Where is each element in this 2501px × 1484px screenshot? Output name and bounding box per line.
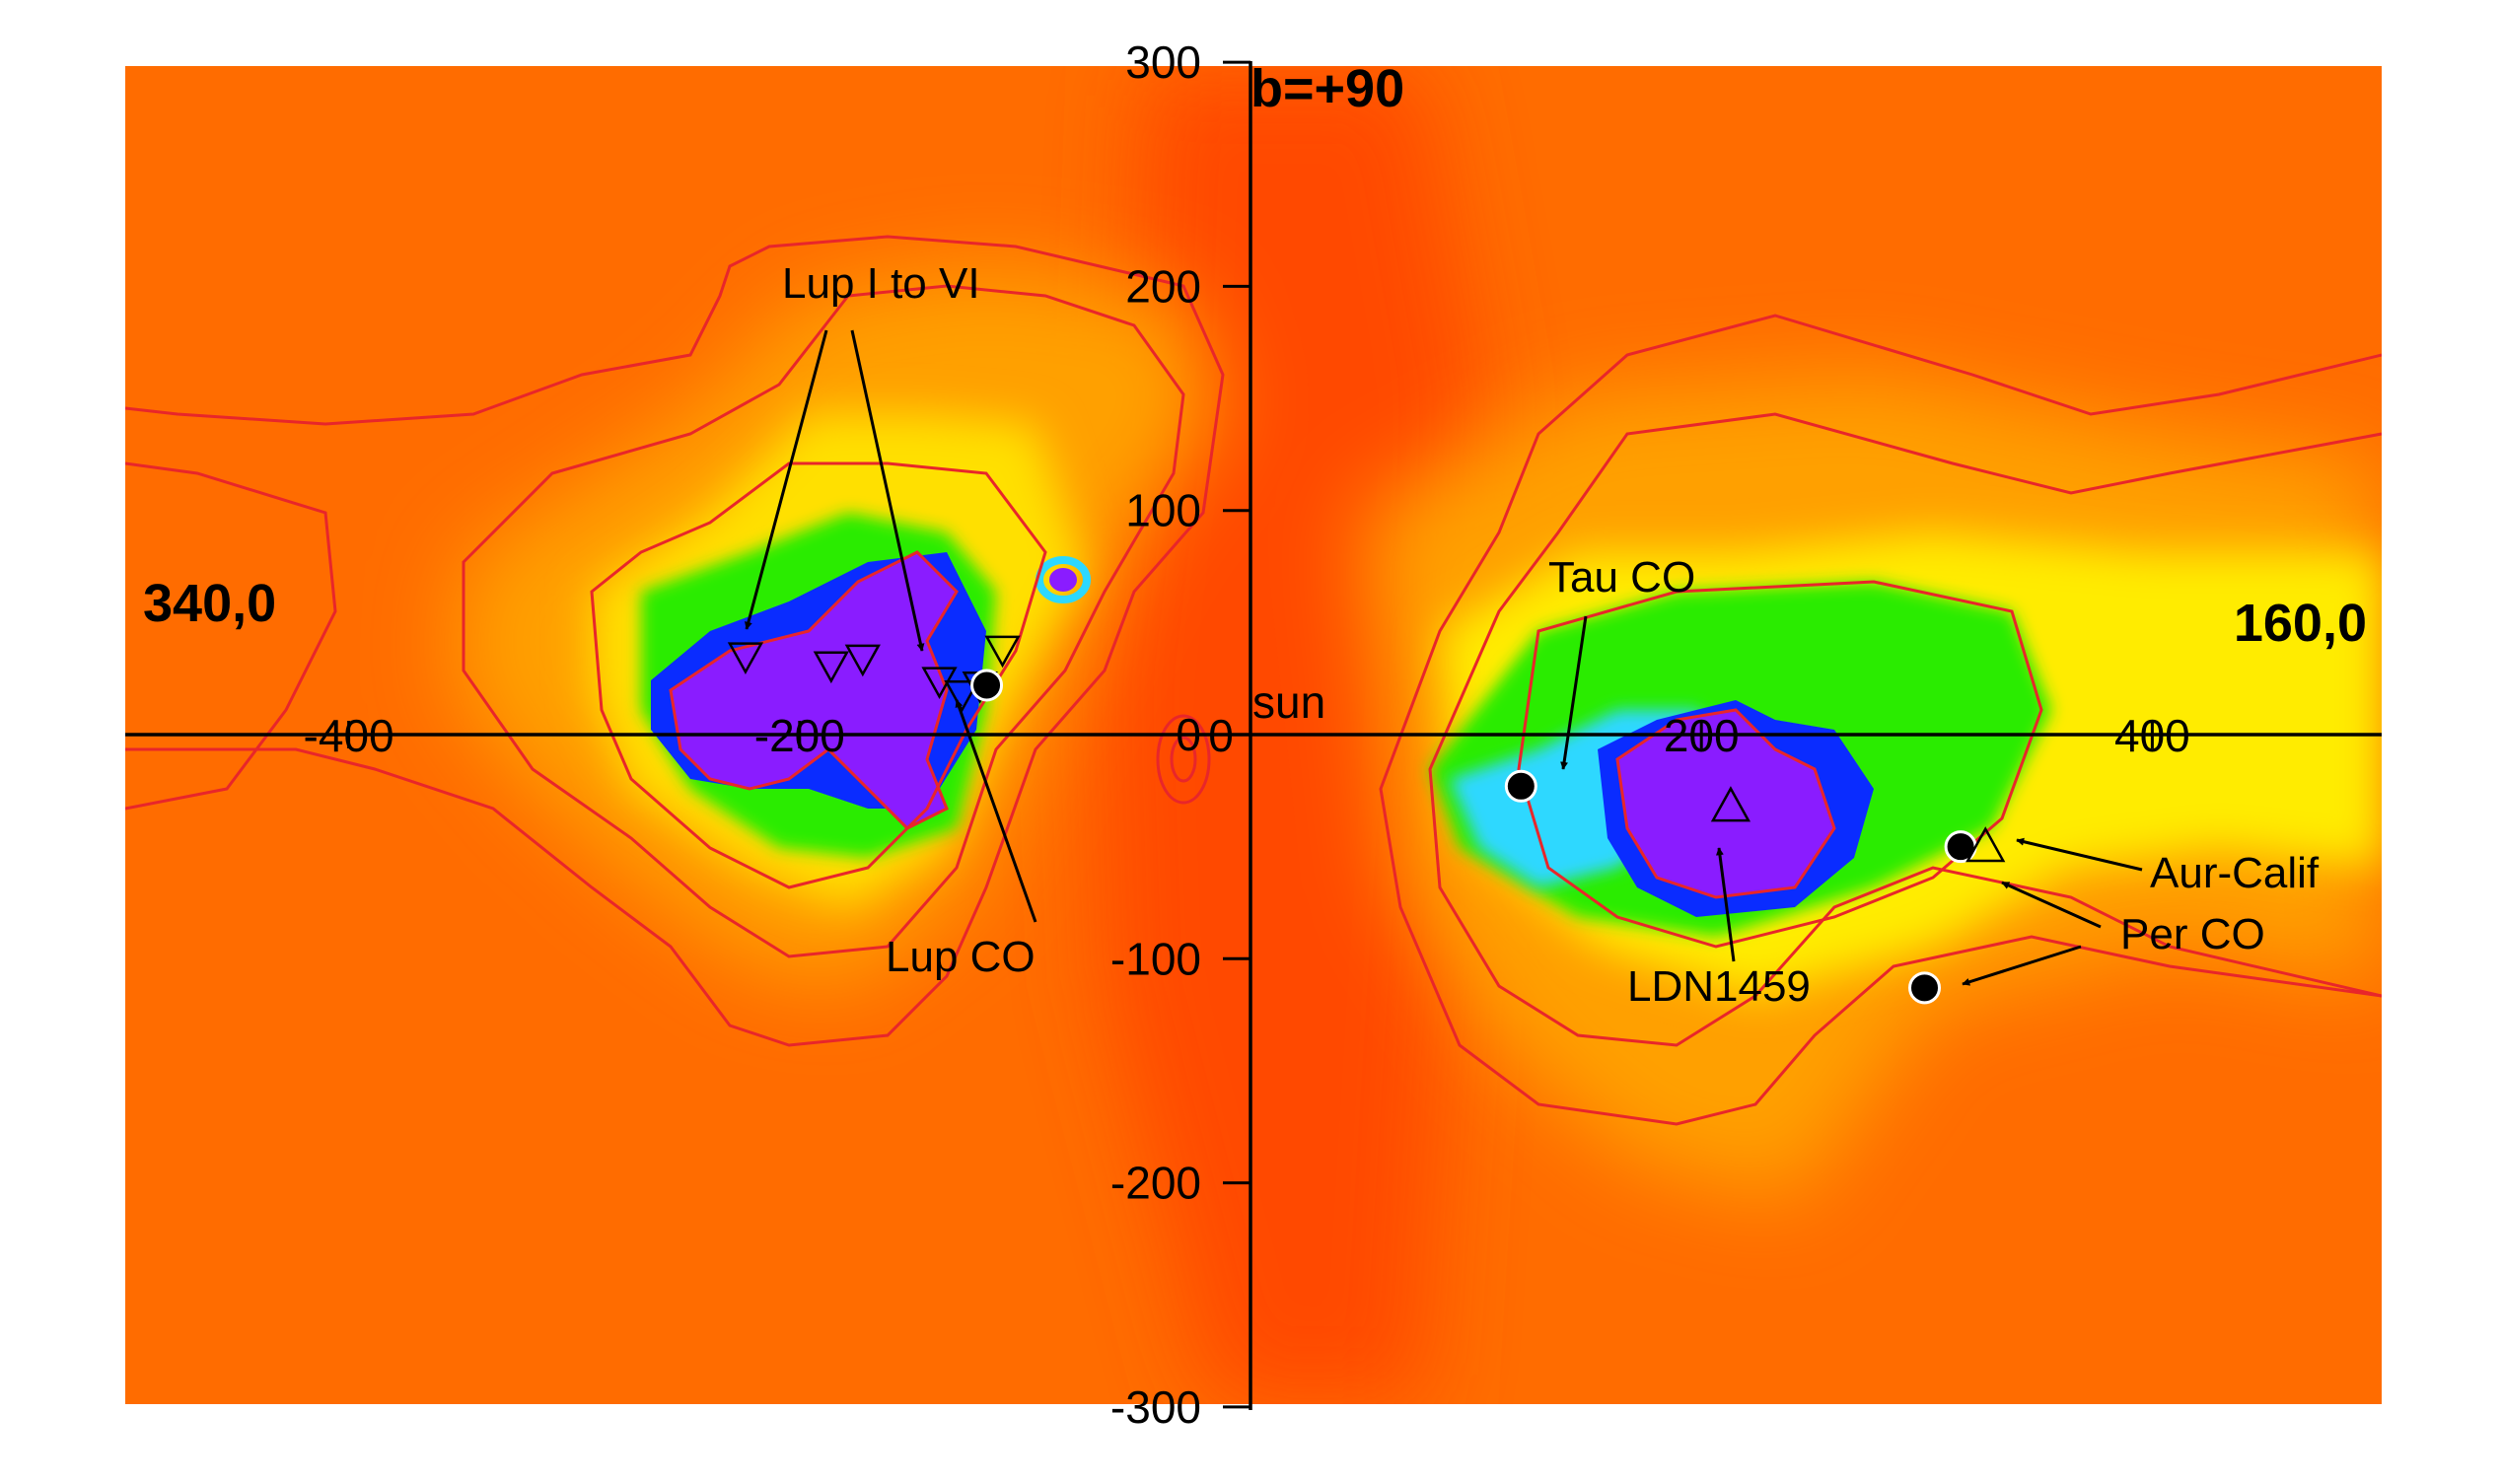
y-tick-label: -100 [1110,933,1201,984]
label-aur-calif: Aur-Calif [2150,849,2320,897]
x-axis-ticks: -400 -200 0 200 400 [304,710,2190,761]
marker-triangle-down [944,680,980,713]
arrow-per-co-2 [1962,945,2082,986]
label-lup-i-to-vi: Lup I to VI [782,259,980,308]
y-tick-label: -300 [1110,1381,1201,1433]
right-direction-label: 160,0 [2234,594,2367,653]
marker-filled-circle [1908,971,1942,1005]
x-tick-label: 400 [2114,710,2190,761]
arrow-lup-1 [744,329,828,630]
x-tick-label: -200 [754,710,845,761]
marker-triangle-up [1710,786,1751,822]
label-lup-co: Lup CO [886,933,1036,981]
y-tick-label: 100 [1125,485,1201,536]
arrow-lup-co [955,699,1037,923]
origin-label: sun [1252,676,1325,728]
contour-left-mid [462,284,1185,958]
annotation-labels: Lup I to VI Lup CO Tau CO LDN1459 Aur-Ca… [782,259,2320,1011]
contour-center-ring-inner [1170,736,1197,783]
y-axis-ticks: 300 200 100 0 -100 -200 -300 [1110,36,1250,1433]
label-tau-co: Tau CO [1548,553,1695,601]
marker-triangle-down [844,644,881,677]
marker-filled-circle [1504,769,1537,803]
marker-triangle-up [1965,826,2006,863]
marker-triangle-down [984,635,1021,669]
heatmap-blob-small-ring [1036,556,1091,603]
heatmap-region-right-purple [1617,710,1834,897]
contour-right-inner [1517,580,2043,949]
markers [727,635,2006,1005]
contour-right-core [1615,708,1836,899]
label-per-co: Per CO [2120,910,2265,958]
contour-left-core [669,550,959,830]
left-direction-label: 340,0 [143,574,276,633]
arrow-aur-calif [2016,837,2143,872]
contour-center-ring [1156,714,1211,805]
arrow-per-co-1 [2001,881,2102,929]
y-tick-label: -200 [1110,1158,1201,1209]
annotation-arrows [744,329,2143,986]
marker-triangle-down [813,651,849,684]
top-direction-label: b=+90 [1250,59,1404,118]
marker-filled-circle [970,669,1004,702]
y-tick-label: 300 [1125,36,1201,88]
arrow-lup-2 [850,329,925,652]
contour-left-wing [125,461,337,811]
y-tick-label: 0 [1176,709,1201,760]
marker-triangle-down [727,642,764,675]
heatmap-region-left-purple [671,552,957,828]
arrow-tau-co [1560,615,1588,770]
x-tick-label: 200 [1664,710,1740,761]
x-tick-label: -400 [304,710,394,761]
contour-right-outer [1379,314,2382,1126]
label-ldn1459: LDN1459 [1627,962,1811,1011]
contour-left-outer [125,235,1225,1047]
arrow-ldn1459 [1715,847,1736,962]
heatmap-blob-small [1049,568,1077,592]
contour-right-mid [1428,412,2382,1047]
y-tick-label: 200 [1125,260,1201,312]
